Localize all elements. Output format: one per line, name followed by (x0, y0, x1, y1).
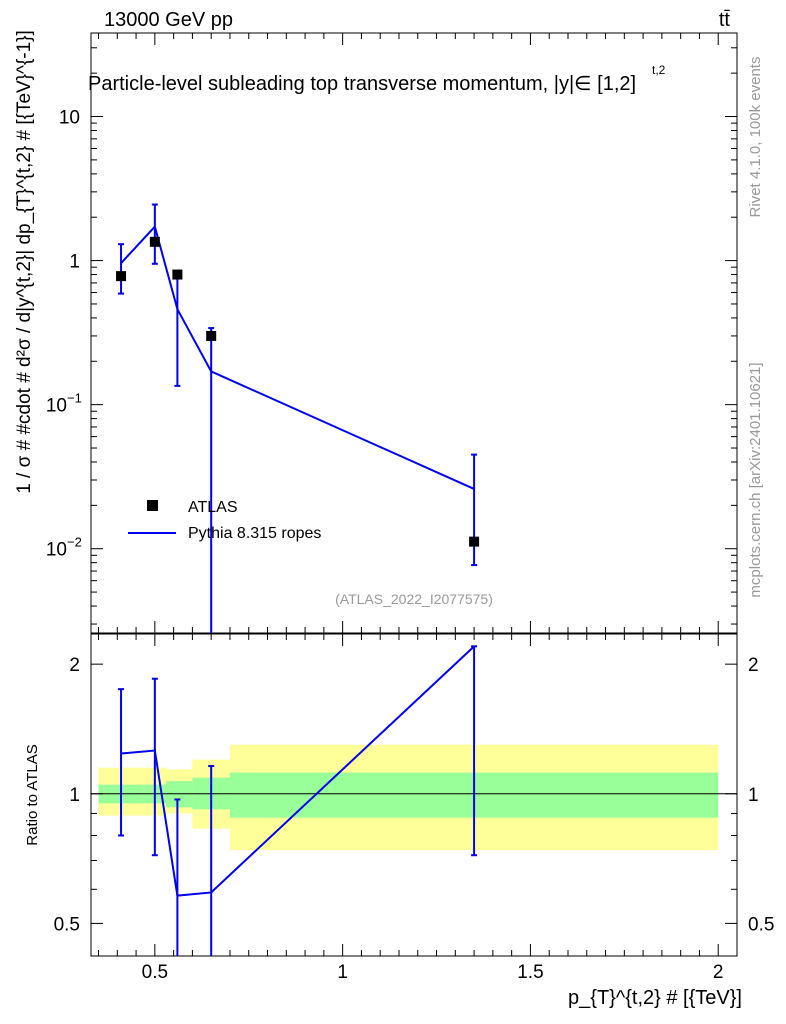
y-tick-label: 10 (46, 540, 67, 561)
ratio-plot-data (118, 645, 478, 956)
mc-line (120, 224, 475, 490)
mcplots-label: mcplots.cern.ch [arXiv:2401.10621] (747, 362, 764, 597)
analysis-id: (ATLAS_2022_I2077575) (335, 591, 493, 607)
header-energy: 13000 GeV pp (104, 9, 233, 31)
y-tick-label-exponent: −2 (67, 535, 82, 550)
top-plot-frame (90, 32, 738, 634)
y-tick-label: 1 (69, 252, 80, 273)
y-tick-label: 0.5 (54, 914, 80, 935)
x-tick-label: 2 (713, 962, 724, 983)
y-tick-label: 10 (46, 396, 67, 417)
atlas-data-point (206, 330, 217, 341)
y-tick-label: 1 (69, 785, 80, 806)
x-tick-label: 0.5 (142, 962, 168, 983)
ratio-uncertainty-bands (98, 744, 719, 851)
ratio-x-tick-labels: 0.5 1 1.5 2 (142, 962, 724, 983)
ratio-y-tick-labels: 0.5 0.5 1 1 2 2 (54, 655, 775, 935)
ratio-plot-ticks (91, 634, 737, 956)
y-tick-label-right: 0.5 (748, 914, 774, 935)
atlas-data-point (469, 536, 480, 547)
rivet-label: Rivet 4.1.0, 100k events (747, 57, 764, 218)
y-tick-label: 2 (69, 655, 80, 676)
legend-marker-atlas (147, 500, 158, 511)
atlas-data-point (149, 236, 160, 247)
x-tick-label: 1.5 (517, 962, 543, 983)
top-plot-ticks (91, 33, 737, 633)
y-tick-label-right: 1 (748, 785, 759, 806)
y-tick-label: 10 (59, 108, 80, 129)
y-tick-label-exponent: −1 (67, 391, 82, 406)
y-tick-label-right: 2 (748, 655, 759, 676)
top-y-axis-label: 1 / σ # #cdot # d²σ / d|y^{t,2}| dp_{T}^… (14, 30, 35, 494)
legend-label-pythia: Pythia 8.315 ropes (188, 525, 321, 542)
ratio-y-axis-label: Ratio to ATLAS (24, 744, 41, 845)
x-tick-label: 1 (337, 962, 348, 983)
ratio-plot-frame (90, 633, 738, 957)
plot-title-superscript: t,2 (652, 63, 666, 77)
atlas-data-point (116, 271, 127, 282)
header-process: tt̄ (719, 9, 731, 31)
legend-label-atlas: ATLAS (188, 499, 238, 516)
top-plot-data (116, 203, 480, 633)
x-axis-label: p_{T}^{t,2} # [{TeV}] (568, 987, 742, 1009)
atlas-data-point (172, 269, 183, 280)
plot-title: Particle-level subleading top transverse… (88, 73, 636, 95)
legend: ATLAS Pythia 8.315 ropes (128, 499, 321, 542)
